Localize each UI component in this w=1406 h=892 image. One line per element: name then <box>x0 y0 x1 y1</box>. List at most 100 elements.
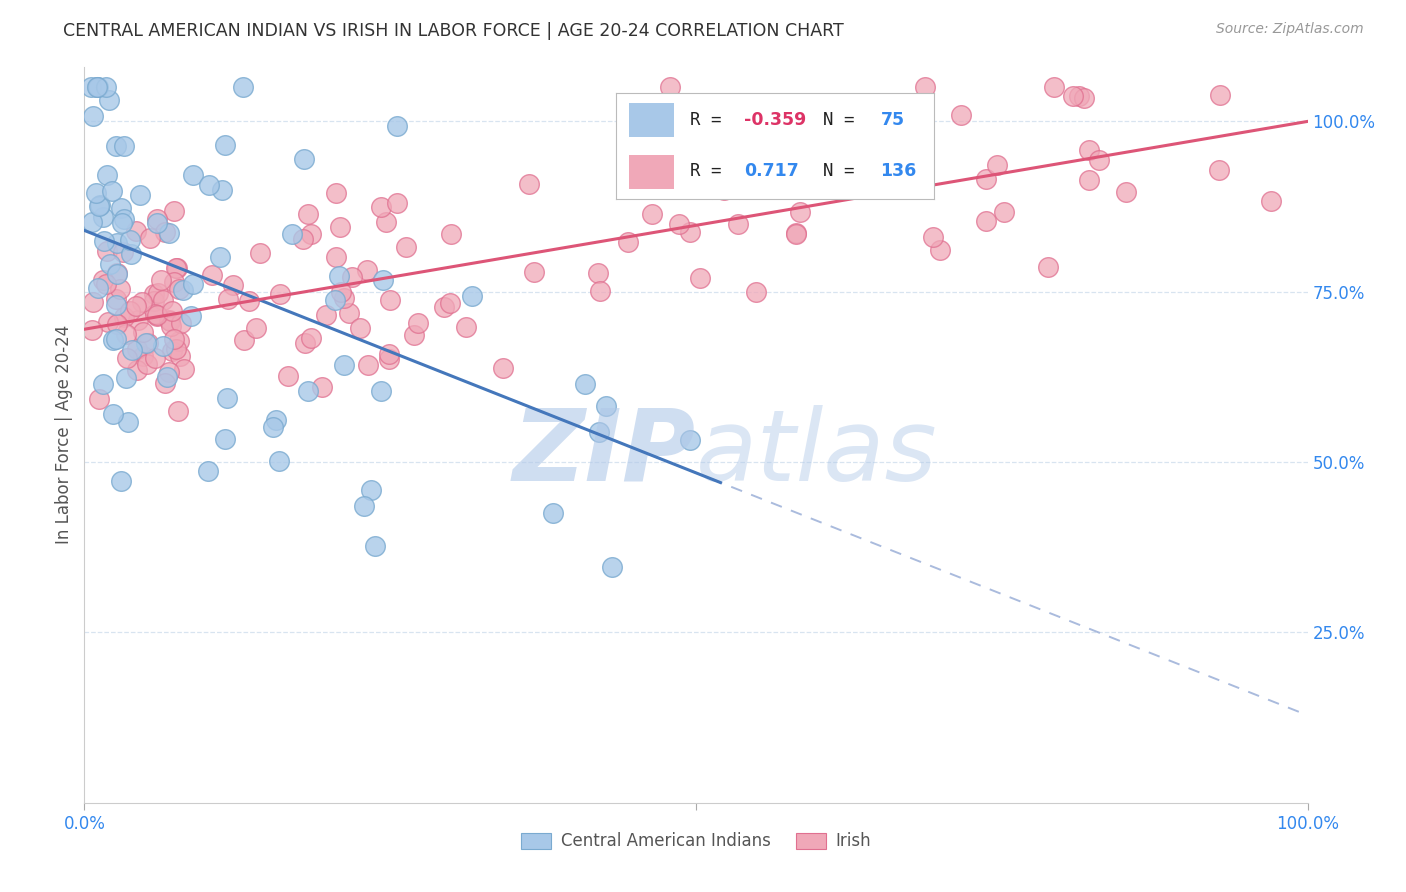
Point <box>589 284 612 298</box>
Point <box>120 246 142 260</box>
Point <box>118 304 141 318</box>
Point <box>153 225 176 239</box>
Point <box>107 317 129 331</box>
Point <box>101 334 124 348</box>
Text: atlas: atlas <box>696 405 938 501</box>
Point <box>165 261 187 276</box>
Point <box>121 343 143 358</box>
Point <box>745 285 768 299</box>
Point <box>159 314 181 328</box>
Point <box>262 419 284 434</box>
Point <box>157 313 180 327</box>
Point <box>145 309 167 323</box>
Point <box>125 342 148 356</box>
Point <box>689 271 711 285</box>
Point <box>105 267 128 281</box>
Point <box>86 80 108 95</box>
Point <box>461 289 484 303</box>
Point <box>678 434 700 448</box>
Point <box>586 266 609 280</box>
Point <box>157 365 180 379</box>
Point <box>163 332 186 346</box>
Point <box>105 298 128 312</box>
Point <box>105 333 128 347</box>
Point <box>163 204 186 219</box>
Point <box>110 201 132 215</box>
Point <box>80 322 103 336</box>
Point <box>117 415 139 429</box>
Point <box>356 358 378 372</box>
Point <box>214 433 236 447</box>
Point <box>950 108 973 122</box>
Point <box>211 183 233 197</box>
Point <box>214 138 236 153</box>
Point <box>93 235 115 249</box>
Point <box>269 286 291 301</box>
Point <box>713 183 735 197</box>
Point <box>1209 87 1232 102</box>
Point <box>641 207 664 221</box>
Point <box>157 227 180 241</box>
Point <box>91 377 114 392</box>
Point <box>315 308 337 322</box>
Point <box>922 229 945 244</box>
Point <box>541 506 564 520</box>
Point <box>340 269 363 284</box>
Point <box>97 315 120 329</box>
Point <box>167 334 190 348</box>
Point <box>217 292 239 306</box>
Point <box>82 109 104 123</box>
Point <box>440 227 463 241</box>
Point <box>167 403 190 417</box>
Point <box>249 246 271 260</box>
Point <box>658 80 681 95</box>
Point <box>325 250 347 264</box>
Y-axis label: In Labor Force | Age 20-24: In Labor Force | Age 20-24 <box>55 326 73 544</box>
Point <box>333 291 356 305</box>
Point <box>785 226 807 240</box>
Point <box>105 235 128 250</box>
Point <box>232 80 254 95</box>
Point <box>91 273 114 287</box>
Point <box>127 313 149 327</box>
Point <box>360 483 382 498</box>
Point <box>89 198 111 212</box>
Point <box>1208 162 1230 177</box>
Point <box>377 346 399 360</box>
Point <box>170 316 193 330</box>
Point <box>277 368 299 383</box>
Point <box>299 227 322 242</box>
Point <box>297 206 319 220</box>
Point <box>160 319 183 334</box>
Point <box>402 328 425 343</box>
Point <box>127 362 149 376</box>
Point <box>325 186 347 200</box>
Point <box>378 293 401 307</box>
Point <box>679 225 702 239</box>
Point <box>394 240 416 254</box>
Point <box>115 351 138 366</box>
Point <box>115 370 138 384</box>
Legend: Central American Indians, Irish: Central American Indians, Irish <box>515 826 877 857</box>
Point <box>146 211 169 226</box>
Point <box>166 260 188 275</box>
Point <box>1043 80 1066 95</box>
Point <box>292 232 315 246</box>
Point <box>105 293 128 307</box>
Point <box>91 210 114 224</box>
Point <box>98 93 121 107</box>
Point <box>160 303 183 318</box>
Point <box>1077 143 1099 157</box>
Point <box>131 295 153 310</box>
Point <box>353 500 375 514</box>
Point <box>349 321 371 335</box>
Point <box>89 392 111 406</box>
Point <box>1078 173 1101 187</box>
Point <box>281 227 304 242</box>
Point <box>94 277 117 291</box>
Point <box>143 307 166 321</box>
Point <box>330 285 353 299</box>
Point <box>165 343 187 357</box>
Point <box>1260 194 1282 208</box>
Point <box>702 181 724 195</box>
